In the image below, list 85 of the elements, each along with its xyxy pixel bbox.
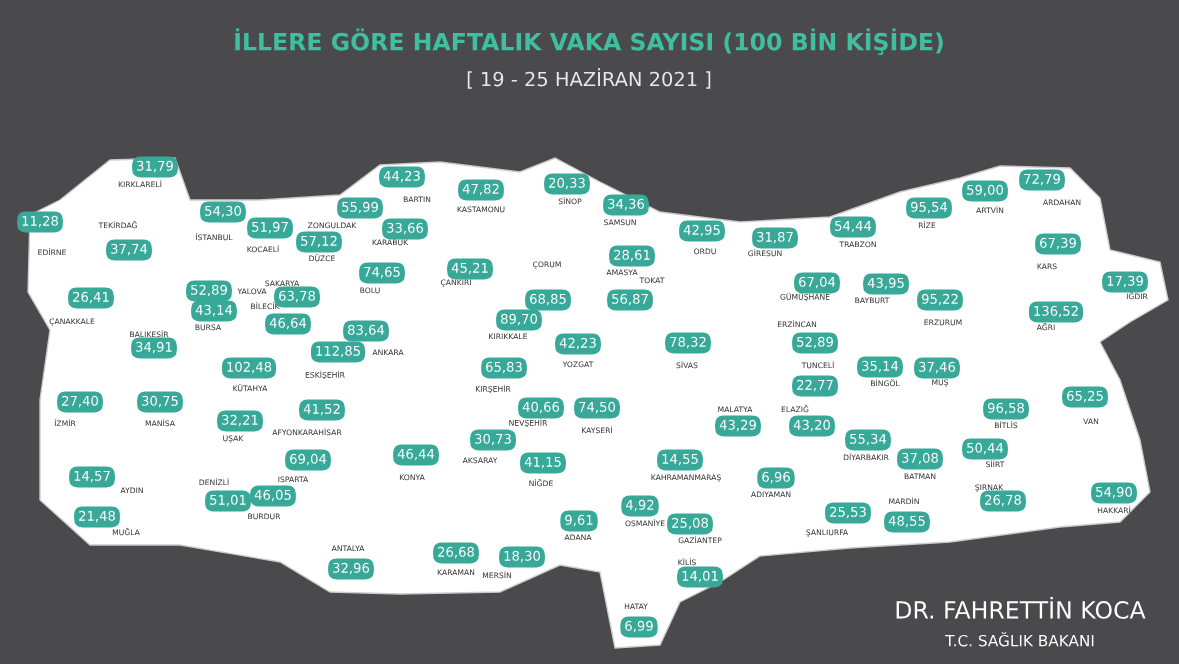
data-label: 46,44 [397,448,435,461]
data-label: 31,87 [757,231,793,244]
data-label: 37,74 [111,243,148,256]
data-label: 6,99 [625,620,653,633]
data-label: 14,01 [682,570,718,583]
data-label: 40,66 [522,401,560,414]
data-label: 102,48 [227,361,272,374]
data-label: 25,08 [672,517,708,530]
data-label: 51,97 [252,221,288,234]
data-label: 43,95 [867,277,904,290]
data-label: 4,92 [625,499,654,512]
data-label: 22,77 [797,379,833,392]
data-label: 45,21 [451,262,488,275]
data-label: 52,89 [797,336,833,349]
data-label: 136,52 [1034,305,1078,318]
data-label: 78,32 [670,336,706,349]
data-label: 26,78 [985,494,1021,507]
data-label: 59,00 [967,184,1004,197]
data-label: 27,40 [62,395,99,408]
data-label: 95,54 [910,201,948,214]
data-label: 51,01 [210,494,246,507]
text: T.C. SAĞLIK BAKANI [945,632,1094,647]
data-label: 20,33 [549,177,585,190]
data-label: 21,48 [79,510,115,523]
data-label: 69,04 [290,453,327,466]
data-label: 37,08 [902,452,938,465]
data-label: 74,50 [579,401,616,414]
data-label: 41,52 [303,403,340,416]
data-label: 32,96 [333,562,370,575]
data-label: 46,64 [269,317,307,330]
data-label: 55,99 [342,201,378,214]
data-label: 95,22 [921,293,958,306]
data-label: 43,14 [195,304,233,317]
data-label: 54,30 [205,205,242,218]
data-label: 46,05 [254,489,291,502]
data-label: 72,79 [1024,173,1060,186]
data-label: 11,28 [22,215,58,228]
data-label: 67,39 [1040,237,1076,250]
data-label: 17,39 [1107,275,1143,288]
data-label: 47,82 [462,183,499,196]
data-label: 25,53 [830,506,866,519]
data-label: 89,70 [501,313,538,326]
data-label: 28,61 [614,249,650,262]
data-label: 37,46 [919,361,956,374]
data-label: 43,20 [793,419,831,432]
data-label: 35,14 [862,360,899,373]
data-label: 43,29 [719,419,756,432]
data-label: 34,36 [608,198,645,211]
data-label: 44,23 [383,170,420,183]
text: [ 19 - 25 HAZİRAN 2021 ] [467,68,711,89]
data-label: 63,78 [279,290,315,303]
data-label: 68,85 [530,293,566,306]
data-label: 74,65 [364,266,400,279]
data-label: 33,66 [387,222,424,235]
data-label: 83,64 [348,324,385,337]
data-label: 56,87 [612,293,648,306]
data-label: 65,25 [1067,390,1103,403]
data-label: 50,44 [967,442,1004,455]
data-label: 65,83 [486,361,522,374]
data-label: 18,30 [504,550,541,563]
data-label: 31,79 [137,160,173,173]
data-label: 30,75 [142,395,178,408]
data-label: 6,96 [762,471,790,484]
data-label: 34,91 [136,341,172,354]
data-label: 96,58 [987,402,1024,415]
data-label: 54,44 [835,221,872,233]
data-label: 57,12 [301,235,337,248]
data-label: 55,34 [850,433,887,446]
data-label: 32,21 [222,414,258,427]
text: İLLERE GÖRE HAFTALIK VAKA SAYISI (100 BİN KİŞİDE) [235,28,943,55]
data-label: 42,95 [683,224,720,237]
data-label: 26,41 [73,291,109,304]
data-label: 54,90 [1096,486,1133,499]
data-label: 42,23 [559,337,596,350]
data-label: 67,04 [799,276,836,289]
data-label: 26,68 [438,546,474,559]
data-label: 9,61 [565,514,593,527]
data-label: 41,15 [524,457,561,469]
data-label: 52,89 [191,284,227,297]
data-label: 48,55 [888,515,925,528]
data-label: 14,55 [662,454,698,466]
data-label: 112,85 [316,345,360,358]
text: DR. FAHRETTİN KOCA [896,596,1146,619]
data-label: 14,57 [74,471,110,483]
data-label: 30,73 [475,433,511,446]
